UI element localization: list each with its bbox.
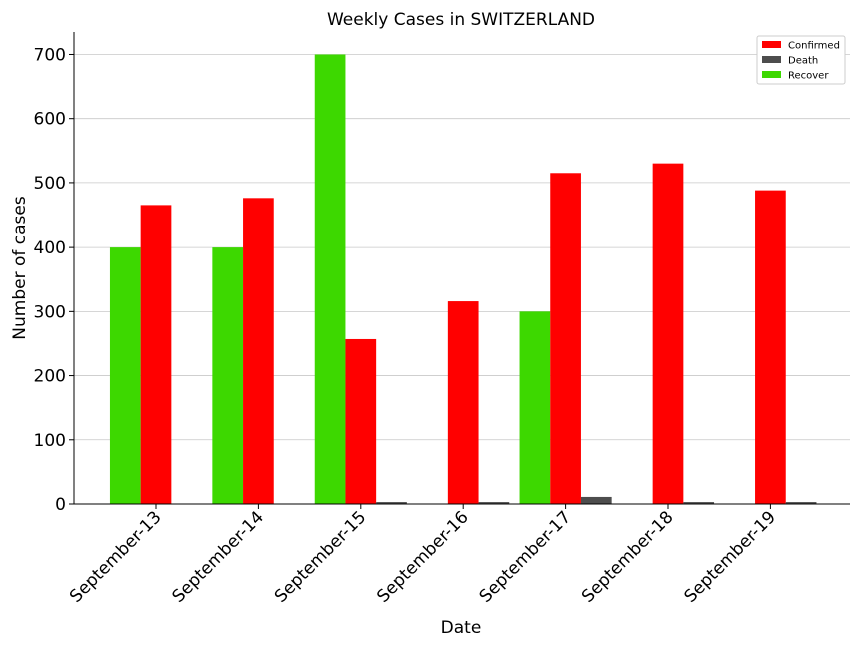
- legend-swatch-confirmed: [762, 41, 781, 48]
- bar-death-september-18: [683, 502, 715, 504]
- y-tick-label: 200: [34, 367, 66, 387]
- x-ticks: September-13 September-14 September-15 Sept…: [66, 504, 780, 607]
- bar-recover-september-15: [314, 54, 346, 504]
- bar-confirmed-september-16: [447, 301, 479, 504]
- x-tick-label: September-15: [271, 507, 370, 606]
- y-axis-label: Number of cases: [10, 196, 30, 340]
- y-tick-label: 500: [34, 174, 66, 194]
- legend-swatch-recover: [762, 71, 781, 78]
- x-tick-label: September-19: [680, 507, 779, 606]
- bar-confirmed-september-19: [755, 190, 786, 505]
- x-axis-label: Date: [441, 618, 482, 638]
- x-tick-label: September-14: [168, 507, 267, 606]
- x-tick-label: September-18: [578, 507, 677, 606]
- bar-confirmed-september-15: [345, 338, 377, 504]
- y-tick-label: 400: [34, 238, 66, 258]
- bar-confirmed-september-13: [140, 205, 172, 504]
- bar-confirmed-september-17: [550, 173, 581, 504]
- bar-recover-september-17: [519, 311, 551, 504]
- legend-label-death: Death: [788, 56, 818, 67]
- bar-death-september-15: [376, 502, 407, 504]
- axes: [73, 32, 850, 505]
- legend-label-recover: Recover: [788, 71, 829, 82]
- x-tick-label: September-16: [373, 507, 472, 606]
- legend-swatch-death: [762, 56, 781, 63]
- y-tick-label: 300: [34, 302, 66, 322]
- bar-recover-september-14: [212, 247, 244, 504]
- x-tick-label: September-17: [476, 507, 575, 606]
- bar-death-september-19: [785, 502, 817, 504]
- legend-label-confirmed: Confirmed: [788, 41, 840, 52]
- y-tick-label: 0: [55, 495, 66, 515]
- y-ticks: 0 100 200 300 400 500 600 700: [34, 45, 74, 515]
- bar-confirmed-september-14: [243, 198, 274, 505]
- legend: Confirmed Death Recover: [756, 35, 846, 85]
- bar-death-september-16: [478, 502, 510, 504]
- y-tick-label: 600: [34, 110, 66, 130]
- x-tick-label: September-13: [66, 507, 165, 606]
- bar-confirmed-september-18: [652, 163, 684, 505]
- bars: [109, 54, 817, 505]
- chart-title: Weekly Cases in SWITZERLAND: [327, 10, 595, 30]
- y-tick-label: 700: [34, 45, 66, 65]
- bar-death-september-17: [580, 496, 612, 504]
- y-tick-label: 100: [34, 431, 66, 451]
- bar-recover-september-13: [109, 247, 141, 504]
